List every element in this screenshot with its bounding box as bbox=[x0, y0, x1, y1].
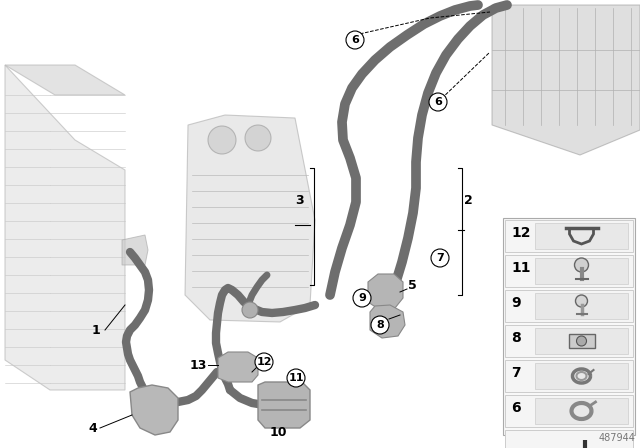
Text: 487944: 487944 bbox=[598, 433, 635, 443]
Text: 7: 7 bbox=[511, 366, 520, 380]
Polygon shape bbox=[5, 65, 125, 390]
Polygon shape bbox=[370, 305, 405, 338]
Bar bbox=[535, 258, 628, 284]
Text: 8: 8 bbox=[376, 320, 384, 330]
Circle shape bbox=[577, 336, 586, 346]
Polygon shape bbox=[492, 5, 640, 155]
Text: 13: 13 bbox=[189, 358, 207, 371]
Text: 4: 4 bbox=[88, 422, 97, 435]
Polygon shape bbox=[122, 235, 148, 265]
Bar bbox=[505, 255, 633, 287]
Bar bbox=[505, 220, 633, 252]
Polygon shape bbox=[368, 274, 403, 310]
Polygon shape bbox=[258, 382, 310, 428]
Polygon shape bbox=[130, 385, 178, 435]
Text: 5: 5 bbox=[408, 279, 417, 292]
Bar bbox=[505, 430, 633, 448]
Bar bbox=[503, 218, 635, 435]
Circle shape bbox=[575, 258, 589, 272]
Bar bbox=[535, 223, 628, 249]
Text: 1: 1 bbox=[92, 323, 100, 336]
Circle shape bbox=[255, 353, 273, 371]
Text: 8: 8 bbox=[511, 331, 521, 345]
Bar bbox=[505, 395, 633, 427]
Text: 6: 6 bbox=[511, 401, 520, 415]
Text: 9: 9 bbox=[358, 293, 366, 303]
Bar bbox=[535, 363, 628, 389]
Circle shape bbox=[208, 126, 236, 154]
Bar bbox=[505, 325, 633, 357]
Text: 3: 3 bbox=[295, 194, 303, 207]
Text: 10: 10 bbox=[270, 426, 287, 439]
Circle shape bbox=[346, 31, 364, 49]
Text: 12: 12 bbox=[256, 357, 272, 367]
Text: 12: 12 bbox=[511, 226, 531, 240]
Text: 2: 2 bbox=[464, 194, 473, 207]
Circle shape bbox=[429, 93, 447, 111]
Text: 6: 6 bbox=[434, 97, 442, 107]
Bar bbox=[505, 360, 633, 392]
Bar bbox=[535, 398, 628, 424]
Bar bbox=[535, 293, 628, 319]
Circle shape bbox=[242, 302, 258, 318]
Bar bbox=[535, 328, 628, 354]
Circle shape bbox=[371, 316, 389, 334]
Circle shape bbox=[245, 125, 271, 151]
Text: 11: 11 bbox=[288, 373, 304, 383]
Text: 9: 9 bbox=[511, 296, 520, 310]
Polygon shape bbox=[185, 115, 315, 322]
Bar bbox=[505, 290, 633, 322]
Text: 7: 7 bbox=[436, 253, 444, 263]
Circle shape bbox=[431, 249, 449, 267]
Text: 11: 11 bbox=[511, 261, 531, 275]
Bar bbox=[568, 334, 595, 348]
Polygon shape bbox=[5, 65, 125, 95]
Polygon shape bbox=[218, 352, 258, 382]
Circle shape bbox=[353, 289, 371, 307]
Text: 6: 6 bbox=[351, 35, 359, 45]
Circle shape bbox=[287, 369, 305, 387]
Circle shape bbox=[575, 295, 588, 307]
